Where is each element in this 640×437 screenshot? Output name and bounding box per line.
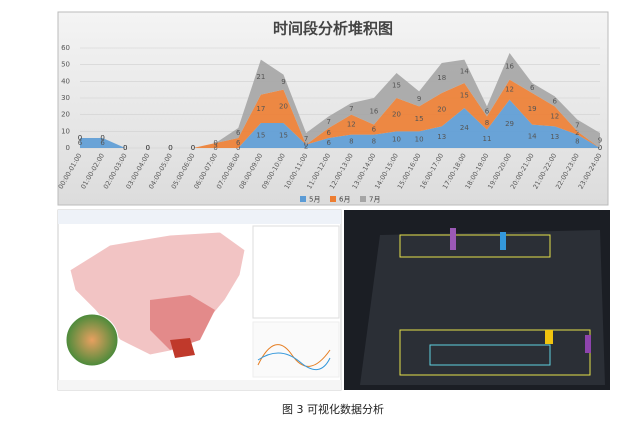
data-label: 6 <box>236 139 241 147</box>
data-label: 0 <box>146 144 150 152</box>
data-label: 0 <box>213 139 217 147</box>
area <box>80 79 600 148</box>
data-label: 0 <box>123 144 127 152</box>
y-tick-label: 10 <box>61 127 70 135</box>
data-label: 0 <box>191 144 195 152</box>
data-label: 24 <box>460 124 469 132</box>
legend-swatch <box>330 196 336 202</box>
data-label: 10 <box>392 136 401 144</box>
y-tick-label: 0 <box>66 144 70 152</box>
data-label: 9 <box>417 95 421 103</box>
area <box>80 99 600 148</box>
data-label: 6 <box>326 139 331 147</box>
data-label: 6 <box>530 84 535 92</box>
data-label: 8 <box>349 137 353 145</box>
data-label: 15 <box>256 132 265 140</box>
data-label: 0 <box>146 144 150 152</box>
data-label: 14 <box>460 67 469 75</box>
data-label: 6 <box>553 97 558 105</box>
data-label: 17 <box>256 105 265 113</box>
data-label: 3 <box>213 142 217 150</box>
data-label: 13 <box>437 133 446 141</box>
data-label: 0 <box>123 144 127 152</box>
data-label: 0 <box>168 144 172 152</box>
legend-label: 5月 <box>309 196 320 204</box>
data-label: 8 <box>485 119 489 127</box>
data-label: 0 <box>191 144 195 152</box>
data-label: 6 <box>326 129 331 137</box>
legend-label: 6月 <box>339 196 350 204</box>
data-label: 15 <box>460 92 469 100</box>
data-label: 0 <box>123 144 127 152</box>
airport-3d-view <box>344 210 610 390</box>
data-label: 12 <box>550 112 559 120</box>
data-label: 15 <box>415 115 424 123</box>
legend-label: 7月 <box>369 196 380 204</box>
data-label: 12 <box>347 121 356 129</box>
data-label: 19 <box>528 105 537 113</box>
data-label: 8 <box>372 137 376 145</box>
data-label: 18 <box>437 74 446 82</box>
data-label: 7 <box>349 105 353 113</box>
data-label: 6 <box>78 139 83 147</box>
data-label: 0 <box>168 144 172 152</box>
data-label: 20 <box>437 106 446 114</box>
data-label: 2 <box>304 142 308 150</box>
y-tick-label: 40 <box>61 77 70 85</box>
y-tick-label: 50 <box>61 61 70 69</box>
data-label: 0 <box>78 134 82 142</box>
data-label: 6 <box>236 129 241 137</box>
data-label: 0 <box>100 134 104 142</box>
data-label: 20 <box>279 102 288 110</box>
data-label: 9 <box>598 137 602 145</box>
data-label: 0 <box>146 144 150 152</box>
data-label: 9 <box>281 78 285 86</box>
legend-swatch <box>300 196 306 202</box>
data-label: 7 <box>326 118 330 126</box>
data-label: 10 <box>415 136 424 144</box>
data-label: 15 <box>279 132 288 140</box>
data-label: 6 <box>485 107 490 115</box>
data-label: 11 <box>482 135 491 143</box>
data-label: 16 <box>369 107 378 115</box>
figure-caption: 图 3 可视化数据分析 <box>282 402 384 416</box>
data-label: 20 <box>392 111 401 119</box>
data-label: 21 <box>256 73 265 81</box>
data-label: 7 <box>575 122 579 130</box>
y-tick-label: 60 <box>61 44 70 52</box>
data-label: 6 <box>372 126 377 134</box>
map-dashboard <box>57 209 342 391</box>
data-label: 2 <box>575 129 579 137</box>
data-label: 8 <box>575 137 579 145</box>
legend-swatch <box>360 196 366 202</box>
data-label: 16 <box>505 62 514 70</box>
area <box>80 53 600 148</box>
data-label: 14 <box>528 132 537 140</box>
y-tick-label: 20 <box>61 111 70 119</box>
y-tick-label: 30 <box>61 94 70 102</box>
data-label: 29 <box>505 120 514 128</box>
data-label: 15 <box>392 82 401 90</box>
chart-title: 时间段分析堆积图 <box>273 20 393 38</box>
data-label: 7 <box>304 135 308 143</box>
data-label: 13 <box>550 133 559 141</box>
data-label: 0 <box>168 144 172 152</box>
data-label: 12 <box>505 86 514 94</box>
data-label: 6 <box>100 139 105 147</box>
data-label: 0 <box>100 134 104 142</box>
